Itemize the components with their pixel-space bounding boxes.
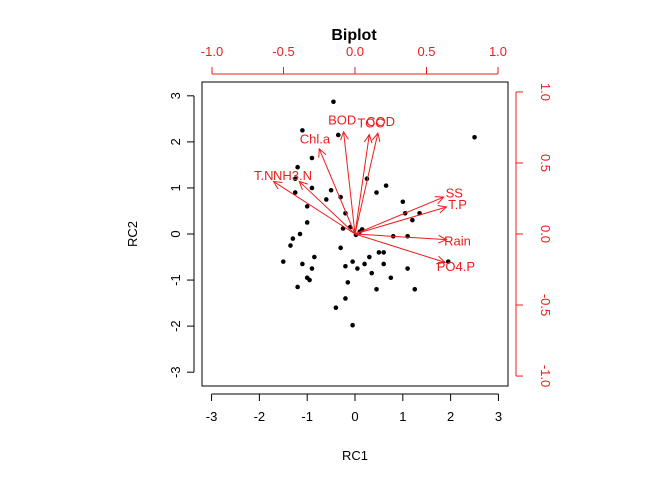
axes-layer: -3 -2 -1 0 1 2 3 -3 -2 -1 0 1 2 3 -1.0 -0.5 0.0 0.5 1.0 -1.… [168,44,553,424]
score-point [445,259,451,264]
right-tick-label: 1.0 [538,83,553,101]
score-point [412,286,418,292]
bottom-tick-label: 2 [447,409,454,424]
score-point [350,322,355,328]
loading-arrow-cod: COD [354,114,395,235]
loading-arrow-rain: Rain [354,233,471,248]
bottom-tick-label: 1 [399,409,406,424]
score-point [343,263,348,269]
score-point [312,254,317,260]
score-point [292,176,298,182]
chart-title: Biplot [331,27,377,44]
left-tick-label: 1 [168,184,183,191]
left-tick-label: 2 [168,138,183,145]
loading-label: PO4.P [437,259,475,274]
top-tick-label: 0.0 [346,44,364,59]
bottom-tick-label: -3 [206,409,218,424]
right-tick-label: -0.5 [538,294,553,316]
left-tick-label: -3 [168,366,183,378]
score-point [410,217,415,223]
loading-label: SS [446,186,464,201]
score-point [405,234,410,239]
score-point [338,245,343,251]
left-tick-label: -1 [168,274,183,286]
bottom-tick-label: 3 [495,409,502,424]
left-tick-label: 0 [168,230,183,237]
score-point [345,280,351,285]
score-point [383,183,389,188]
right-tick-label: 0.0 [538,225,553,243]
score-point [362,261,367,267]
score-point [309,185,315,191]
loading-label: TOC [357,116,384,131]
loading-arrow-t-p: T.P [354,197,467,235]
score-point [280,259,286,264]
score-point [381,250,386,255]
score-point [405,266,410,271]
score-point [388,275,394,281]
top-tick-label: 0.5 [417,44,435,59]
score-point [374,190,379,195]
score-point [295,284,300,290]
bottom-tick-label: 0 [351,409,358,424]
loading-label: COD [366,114,395,129]
score-point [367,254,372,260]
loading-arrow-chl-a: Chl.a [300,132,356,235]
y-axis-label: RC2 [125,221,140,247]
plot-frame [201,81,509,387]
score-point [328,187,334,193]
loading-arrow-toc: TOC [354,116,385,235]
x-axis-label: RC1 [342,448,368,463]
score-point [324,197,329,202]
score-point [472,134,477,140]
score-point [300,128,305,133]
loading-arrow-bod: BOD [328,112,356,235]
loading-arrow-nh3-n: NH3.N [273,168,356,235]
bottom-tick-label: -2 [254,409,266,424]
score-point [400,199,406,205]
score-point [304,220,310,225]
score-point [288,243,293,248]
score-point [331,99,336,105]
right-tick-label: 0.5 [538,154,553,172]
score-point [290,236,296,241]
top-tick-label: 1.0 [489,44,507,59]
loading-label: T.P [448,197,467,212]
score-point [355,266,360,271]
score-point [333,305,339,310]
score-point [295,164,300,170]
score-point [300,261,305,267]
top-tick-label: -1.0 [201,44,223,59]
left-tick-label: -2 [168,320,183,332]
loading-arrow-ss: SS [354,186,464,235]
score-point [374,286,379,292]
loading-arrow-po4-p: PO4.P [354,233,475,274]
right-tick-label: -1.0 [538,365,553,387]
score-point [304,204,310,209]
score-point [335,132,341,138]
score-point [381,261,386,267]
loading-label: NH3.N [273,168,312,183]
left-tick-label: 3 [168,92,183,99]
score-point [369,270,375,276]
loading-label: T.N [254,168,274,183]
score-point [343,296,348,301]
score-point [350,259,355,264]
top-tick-label: -0.5 [272,44,294,59]
bottom-tick-label: -1 [301,409,313,424]
score-point [376,250,382,255]
score-point [309,155,315,161]
score-point [297,231,303,237]
loading-label: BOD [328,112,356,127]
score-point [292,190,298,195]
score-point [309,266,315,271]
loading-label: Rain [444,233,471,248]
loading-label: Chl.a [300,132,331,147]
score-point [307,277,312,283]
loading-arrow-t-n: T.N [254,168,356,235]
